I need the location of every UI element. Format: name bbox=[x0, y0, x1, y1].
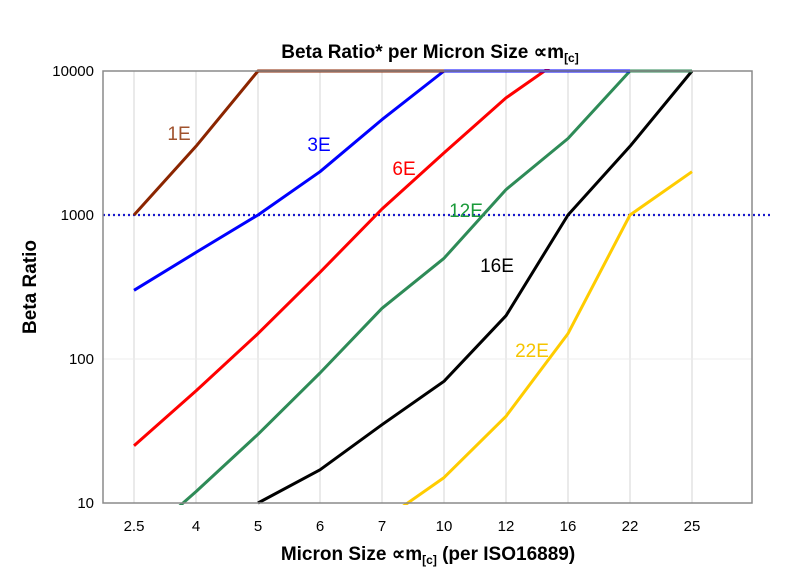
y-tick-label: 10000 bbox=[52, 63, 94, 80]
series-label-12E: 12E bbox=[449, 201, 483, 222]
series-line-6E bbox=[133, 69, 551, 447]
series-label-3E: 3E bbox=[307, 135, 330, 156]
y-axis-title: Beta Ratio bbox=[20, 240, 41, 334]
y-tick-labels: 10 100 1000 10000 bbox=[52, 63, 94, 512]
x-tick-label: 5 bbox=[254, 518, 262, 535]
gridlines bbox=[103, 70, 752, 504]
series-label-1E: 1E bbox=[167, 124, 190, 145]
y-tick-label: 100 bbox=[69, 351, 94, 368]
series-line-22E bbox=[402, 170, 693, 505]
y-tick-label: 10 bbox=[77, 495, 94, 512]
series-line-16E bbox=[257, 70, 694, 505]
plot-frame bbox=[102, 70, 753, 504]
series-label-16E: 16E bbox=[480, 256, 514, 277]
series-lines bbox=[132, 69, 694, 505]
x-tick-label: 22 bbox=[622, 518, 639, 535]
chart-title: Beta Ratio* per Micron Size ∝m[c] bbox=[281, 42, 578, 65]
x-tick-label: 12 bbox=[498, 518, 515, 535]
x-tick-label: 6 bbox=[316, 518, 324, 535]
x-tick-label: 10 bbox=[436, 518, 453, 535]
x-axis-title: Micron Size ∝m[c] (per ISO16889) bbox=[281, 544, 575, 567]
x-tick-labels: 2.5 4 5 6 7 10 12 16 22 25 bbox=[124, 518, 701, 535]
y-tick-label: 1000 bbox=[61, 207, 94, 224]
x-tick-label: 16 bbox=[560, 518, 577, 535]
series-line-12E bbox=[178, 69, 692, 505]
x-tick-label: 4 bbox=[192, 518, 200, 535]
x-tick-label: 2.5 bbox=[124, 518, 145, 535]
x-tick-label: 7 bbox=[378, 518, 386, 535]
series-labels: 22E 16E 12E 6E 3E 1E bbox=[167, 124, 549, 362]
series-label-22E: 22E bbox=[515, 341, 549, 362]
series-label-6E: 6E bbox=[392, 159, 415, 180]
x-tick-label: 25 bbox=[684, 518, 701, 535]
